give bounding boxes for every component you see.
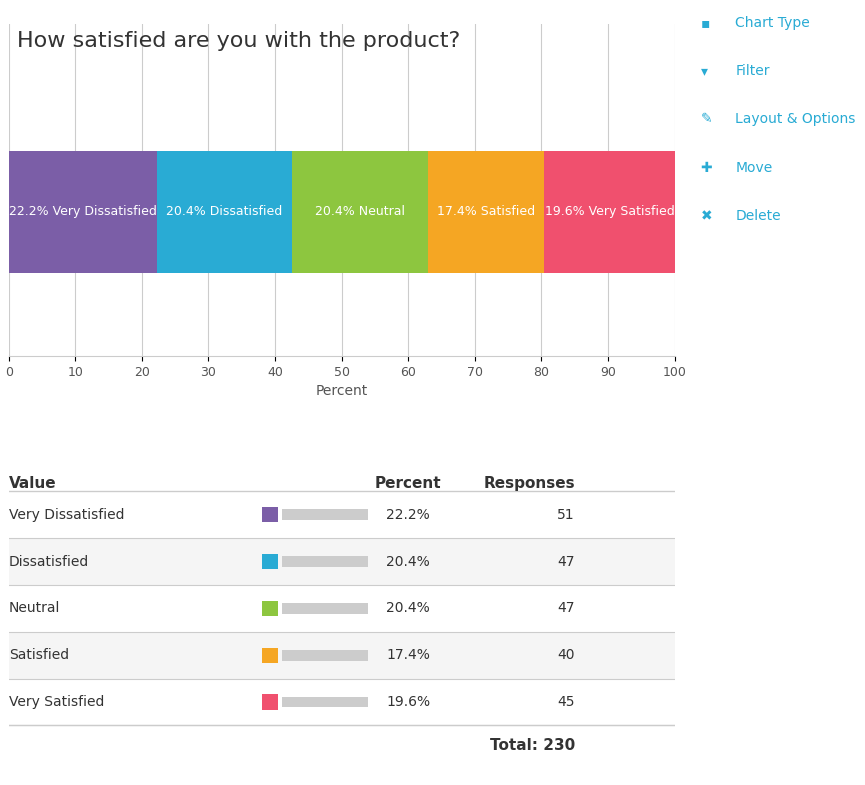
Text: 20.4%: 20.4% bbox=[387, 554, 430, 568]
Text: How satisfied are you with the product?: How satisfied are you with the product? bbox=[17, 31, 460, 51]
FancyBboxPatch shape bbox=[262, 507, 279, 522]
Text: 45: 45 bbox=[557, 695, 575, 709]
Text: 40: 40 bbox=[557, 648, 575, 663]
Text: Total: 230: Total: 230 bbox=[490, 738, 575, 753]
Text: 17.4%: 17.4% bbox=[387, 648, 430, 663]
FancyBboxPatch shape bbox=[9, 538, 675, 585]
FancyBboxPatch shape bbox=[282, 556, 368, 567]
Text: 47: 47 bbox=[557, 601, 575, 615]
X-axis label: Percent: Percent bbox=[316, 385, 368, 398]
Text: 20.4% Neutral: 20.4% Neutral bbox=[316, 206, 406, 218]
Text: Dissatisfied: Dissatisfied bbox=[9, 554, 89, 568]
Text: 17.4% Satisfied: 17.4% Satisfied bbox=[437, 206, 535, 218]
Text: Very Dissatisfied: Very Dissatisfied bbox=[9, 508, 125, 522]
Bar bbox=[9, 151, 157, 273]
Text: 19.6% Very Satisfied: 19.6% Very Satisfied bbox=[545, 206, 675, 218]
Text: Value: Value bbox=[9, 476, 56, 491]
Text: Delete: Delete bbox=[735, 209, 781, 223]
Text: 51: 51 bbox=[557, 508, 575, 522]
FancyBboxPatch shape bbox=[282, 603, 368, 614]
FancyBboxPatch shape bbox=[282, 696, 368, 707]
FancyBboxPatch shape bbox=[282, 509, 368, 520]
Text: 20.4%: 20.4% bbox=[387, 601, 430, 615]
Text: Responses: Responses bbox=[484, 476, 575, 491]
Text: Chart Type: Chart Type bbox=[735, 16, 810, 30]
Bar bbox=[428, 151, 544, 273]
Text: 22.2% Very Dissatisfied: 22.2% Very Dissatisfied bbox=[9, 206, 157, 218]
Text: ✎: ✎ bbox=[701, 112, 712, 126]
FancyBboxPatch shape bbox=[262, 601, 279, 616]
Text: ✚: ✚ bbox=[701, 161, 712, 175]
FancyBboxPatch shape bbox=[262, 695, 279, 710]
Bar bbox=[544, 151, 675, 273]
Text: Neutral: Neutral bbox=[9, 601, 60, 615]
Bar bbox=[292, 151, 428, 273]
FancyBboxPatch shape bbox=[9, 632, 675, 678]
Text: ▪: ▪ bbox=[701, 16, 710, 30]
Text: Move: Move bbox=[735, 161, 772, 175]
Text: Percent: Percent bbox=[375, 476, 442, 491]
Text: Very Satisfied: Very Satisfied bbox=[9, 695, 104, 709]
FancyBboxPatch shape bbox=[262, 648, 279, 663]
Text: ✖: ✖ bbox=[701, 209, 712, 223]
FancyBboxPatch shape bbox=[282, 650, 368, 661]
Bar bbox=[157, 151, 292, 273]
Text: 47: 47 bbox=[557, 554, 575, 568]
Text: Satisfied: Satisfied bbox=[9, 648, 69, 663]
Text: ▾: ▾ bbox=[701, 64, 708, 78]
FancyBboxPatch shape bbox=[262, 554, 279, 569]
Text: 20.4% Dissatisfied: 20.4% Dissatisfied bbox=[166, 206, 283, 218]
Text: Filter: Filter bbox=[735, 64, 770, 78]
Text: Layout & Options: Layout & Options bbox=[735, 112, 855, 126]
Text: 19.6%: 19.6% bbox=[386, 695, 431, 709]
Text: 22.2%: 22.2% bbox=[387, 508, 430, 522]
